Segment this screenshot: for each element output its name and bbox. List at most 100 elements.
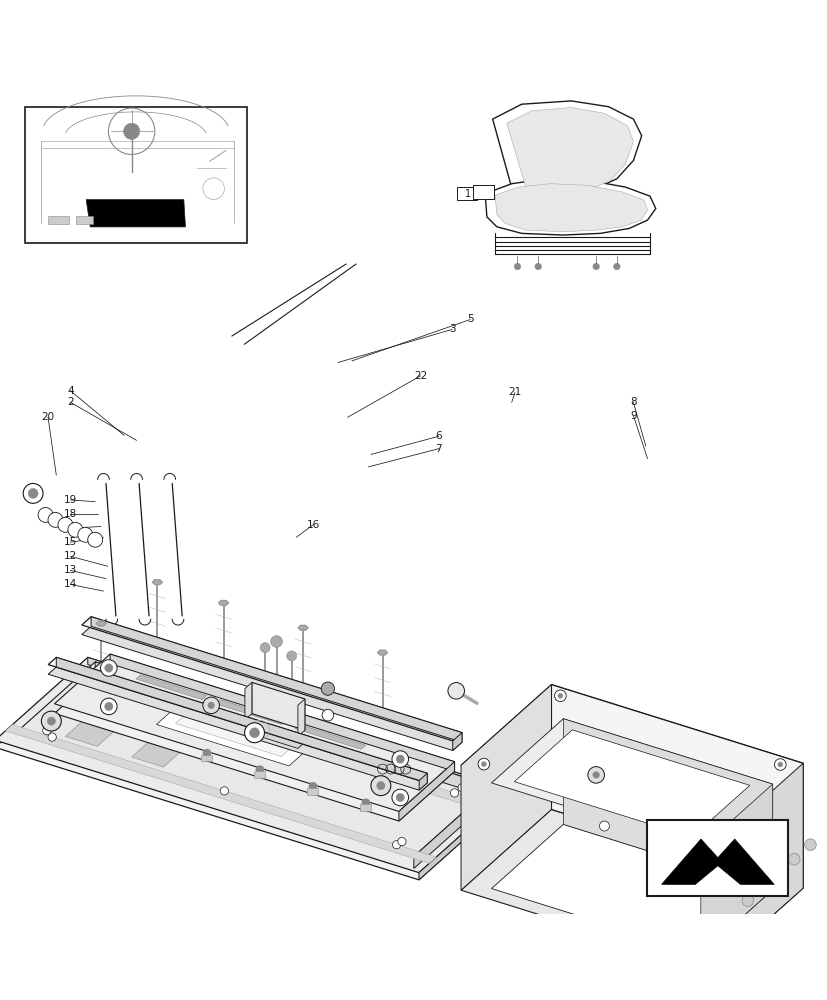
Circle shape — [220, 787, 228, 795]
Circle shape — [447, 683, 464, 699]
Circle shape — [773, 759, 785, 770]
Circle shape — [395, 793, 404, 802]
Bar — [647, 820, 787, 896]
Polygon shape — [294, 724, 366, 749]
Text: 21: 21 — [508, 387, 521, 397]
Text: 2: 2 — [67, 397, 74, 407]
Circle shape — [278, 735, 286, 743]
Circle shape — [106, 681, 114, 689]
Circle shape — [123, 123, 140, 139]
Circle shape — [554, 690, 566, 702]
Polygon shape — [65, 683, 157, 746]
Bar — [25, 107, 246, 243]
Polygon shape — [55, 654, 454, 811]
Polygon shape — [399, 762, 454, 821]
Circle shape — [480, 762, 485, 767]
Bar — [360, 804, 370, 811]
Circle shape — [203, 749, 211, 757]
Polygon shape — [91, 617, 461, 742]
Polygon shape — [461, 809, 802, 969]
Bar — [307, 788, 318, 795]
Bar — [254, 771, 265, 778]
Polygon shape — [0, 657, 511, 873]
Circle shape — [376, 782, 385, 790]
Circle shape — [758, 880, 769, 892]
Circle shape — [391, 789, 408, 806]
Circle shape — [47, 717, 55, 725]
Polygon shape — [461, 685, 802, 844]
Polygon shape — [452, 733, 461, 751]
Polygon shape — [55, 664, 454, 821]
Circle shape — [804, 839, 815, 851]
Polygon shape — [64, 673, 494, 812]
Polygon shape — [418, 790, 511, 880]
Circle shape — [48, 512, 63, 527]
Polygon shape — [82, 626, 461, 751]
Polygon shape — [17, 662, 492, 856]
Circle shape — [777, 762, 782, 767]
Polygon shape — [131, 703, 223, 767]
Circle shape — [599, 821, 609, 831]
Circle shape — [100, 660, 117, 676]
Bar — [48, 216, 69, 224]
Circle shape — [397, 837, 405, 846]
Polygon shape — [110, 654, 454, 771]
Circle shape — [557, 693, 562, 698]
Circle shape — [103, 673, 111, 681]
Circle shape — [249, 728, 259, 738]
Circle shape — [477, 758, 489, 770]
Text: 6: 6 — [435, 431, 442, 441]
Circle shape — [370, 776, 390, 796]
Circle shape — [260, 643, 270, 653]
Polygon shape — [491, 719, 772, 848]
Circle shape — [308, 782, 317, 790]
Polygon shape — [485, 179, 655, 235]
Circle shape — [104, 702, 112, 711]
Polygon shape — [495, 184, 647, 232]
Polygon shape — [215, 700, 286, 724]
Polygon shape — [245, 726, 304, 748]
Circle shape — [361, 799, 370, 807]
Polygon shape — [96, 621, 106, 626]
Polygon shape — [461, 685, 551, 890]
Text: 1: 1 — [464, 189, 471, 199]
Polygon shape — [506, 108, 633, 195]
Polygon shape — [700, 784, 772, 954]
Polygon shape — [152, 580, 162, 585]
Circle shape — [28, 488, 38, 498]
Polygon shape — [492, 101, 641, 196]
Text: 7: 7 — [435, 444, 442, 454]
Text: 5: 5 — [466, 314, 473, 324]
Polygon shape — [136, 675, 207, 700]
Circle shape — [48, 733, 56, 741]
Circle shape — [256, 766, 264, 774]
Circle shape — [700, 830, 705, 835]
Text: 16: 16 — [306, 520, 319, 530]
Circle shape — [758, 871, 767, 881]
Polygon shape — [712, 763, 802, 969]
Bar — [201, 755, 212, 761]
Circle shape — [514, 263, 520, 270]
Polygon shape — [218, 601, 228, 605]
Polygon shape — [0, 665, 511, 880]
Polygon shape — [56, 657, 427, 783]
Polygon shape — [298, 699, 304, 736]
Circle shape — [321, 682, 334, 695]
Text: 17: 17 — [64, 523, 77, 533]
Circle shape — [270, 636, 282, 647]
Circle shape — [208, 702, 214, 709]
Circle shape — [592, 263, 599, 270]
Polygon shape — [251, 682, 304, 730]
Text: 9: 9 — [629, 411, 636, 421]
Circle shape — [104, 664, 112, 672]
Text: 12: 12 — [64, 551, 77, 561]
Text: 1: 1 — [480, 187, 486, 197]
Text: 15: 15 — [64, 537, 77, 547]
Circle shape — [23, 483, 43, 503]
Text: 3: 3 — [448, 324, 455, 334]
Circle shape — [741, 895, 753, 906]
Polygon shape — [17, 674, 492, 868]
Circle shape — [58, 517, 73, 532]
Polygon shape — [86, 200, 185, 227]
Circle shape — [100, 698, 117, 715]
